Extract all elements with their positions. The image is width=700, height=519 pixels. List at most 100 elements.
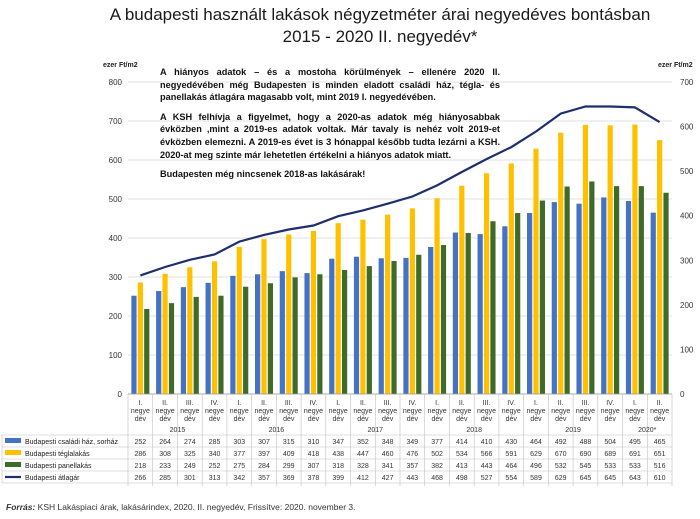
year-label: 2020* xyxy=(638,427,657,434)
table-cell-value: 377 xyxy=(233,451,245,458)
quarter-label: IV. xyxy=(606,400,614,407)
table-cell-value: 498 xyxy=(456,475,468,482)
table-cell-value: 496 xyxy=(530,463,542,470)
table-cell-value: 495 xyxy=(629,439,641,446)
quarter-label: III. xyxy=(384,400,392,407)
bar-2 xyxy=(137,282,143,394)
table-cell-value: 464 xyxy=(505,463,517,470)
bar-1 xyxy=(205,282,211,394)
source-note: Forrás: KSH Lakáspiaci árak, lakásárinde… xyxy=(6,502,355,512)
bar-3 xyxy=(292,277,298,394)
bar-3 xyxy=(168,303,175,394)
table-cell-value: 274 xyxy=(184,439,196,446)
table-cell-value: 318 xyxy=(332,463,344,470)
left-axis-tick-label: 100 xyxy=(109,351,123,360)
table-cell-value: 310 xyxy=(308,439,320,446)
quarter-label: I. xyxy=(138,400,142,407)
legend-label: Budapesti átlagár xyxy=(25,475,80,482)
bar-2 xyxy=(607,125,613,394)
legend-swatch xyxy=(5,462,21,467)
right-axis-tick-label: 300 xyxy=(680,256,694,265)
quarter-label: I. xyxy=(633,400,637,407)
table-cell-value: 527 xyxy=(481,475,493,482)
quarter-suffix-label: negye xyxy=(403,408,422,415)
left-axis-tick-label: 600 xyxy=(109,156,123,165)
bar-3 xyxy=(663,192,669,394)
table-cell-value: 409 xyxy=(283,451,295,458)
bar-2 xyxy=(533,148,539,394)
bar-3 xyxy=(317,274,323,394)
table-cell-value: 378 xyxy=(308,475,320,482)
quarter-suffix-label: dév xyxy=(333,416,345,423)
quarter-suffix-label: dév xyxy=(629,416,641,423)
bar-3 xyxy=(193,296,199,394)
bar-2 xyxy=(261,239,267,394)
bar-2 xyxy=(657,140,663,394)
table-cell-value: 325 xyxy=(184,451,196,458)
table-cell-value: 643 xyxy=(629,475,641,482)
table-cell-value: 352 xyxy=(357,439,369,446)
quarter-suffix-label: dév xyxy=(506,416,518,423)
quarter-suffix-label: negye xyxy=(254,408,273,415)
bar-3 xyxy=(589,181,595,394)
table-cell-value: 382 xyxy=(431,463,443,470)
table-cell-value: 554 xyxy=(505,475,517,482)
table-cell-value: 690 xyxy=(580,451,592,458)
bar-1 xyxy=(551,202,557,394)
bar-2 xyxy=(409,208,415,394)
quarter-suffix-label: dév xyxy=(382,416,394,423)
table-cell-value: 691 xyxy=(629,451,641,458)
quarter-suffix-label: negye xyxy=(428,408,447,415)
bar-1 xyxy=(353,256,360,394)
bar-3 xyxy=(515,213,521,394)
quarter-label: II. xyxy=(558,400,564,407)
left-axis-tick-label: 400 xyxy=(109,234,123,243)
table-cell-value: 476 xyxy=(407,451,419,458)
bar-3 xyxy=(440,245,447,394)
table-cell-value: 252 xyxy=(135,439,147,446)
quarter-suffix-label: dév xyxy=(407,416,419,423)
quarter-suffix-label: dév xyxy=(481,416,493,423)
table-cell-value: 533 xyxy=(629,463,641,470)
right-axis-tick-label: 600 xyxy=(680,123,694,132)
quarter-suffix-label: dév xyxy=(209,416,221,423)
table-cell-value: 347 xyxy=(332,439,344,446)
bar-1 xyxy=(403,257,409,394)
bar-3 xyxy=(243,286,249,394)
year-label: 2016 xyxy=(269,427,285,434)
table-cell-value: 284 xyxy=(258,463,270,470)
table-cell-value: 307 xyxy=(308,463,320,470)
bar-2 xyxy=(434,198,440,394)
table-cell-value: 438 xyxy=(332,451,344,458)
bar-1 xyxy=(502,226,508,394)
table-cell-value: 377 xyxy=(431,439,443,446)
table-cell-value: 299 xyxy=(283,463,295,470)
table-cell-value: 315 xyxy=(283,439,295,446)
table-cell-value: 532 xyxy=(555,463,567,470)
quarter-suffix-label: negye xyxy=(576,408,595,415)
quarter-label: III. xyxy=(186,400,194,407)
quarter-suffix-label: negye xyxy=(551,408,570,415)
bar-1 xyxy=(156,291,162,394)
table-cell-value: 689 xyxy=(604,451,616,458)
quarter-label: II. xyxy=(360,400,366,407)
quarter-label: III. xyxy=(285,400,293,407)
bar-1 xyxy=(378,258,384,394)
table-cell-value: 410 xyxy=(481,439,493,446)
table-cell-value: 348 xyxy=(382,439,394,446)
quarter-suffix-label: dév xyxy=(308,416,320,423)
table-cell-value: 413 xyxy=(456,463,468,470)
quarter-label: I. xyxy=(237,400,241,407)
quarter-suffix-label: negye xyxy=(279,408,298,415)
table-cell-value: 301 xyxy=(184,475,196,482)
quarter-label: II. xyxy=(162,400,168,407)
bar-1 xyxy=(230,275,236,394)
bar-3 xyxy=(416,254,422,394)
quarter-suffix-label: negye xyxy=(378,408,397,415)
table-cell-value: 533 xyxy=(604,463,616,470)
bar-2 xyxy=(508,163,514,394)
quarter-suffix-label: dév xyxy=(159,416,171,423)
quarter-label: II. xyxy=(459,400,465,407)
bar-2 xyxy=(459,185,465,394)
legend-label: Budapesti családi ház, sorház xyxy=(25,439,118,446)
